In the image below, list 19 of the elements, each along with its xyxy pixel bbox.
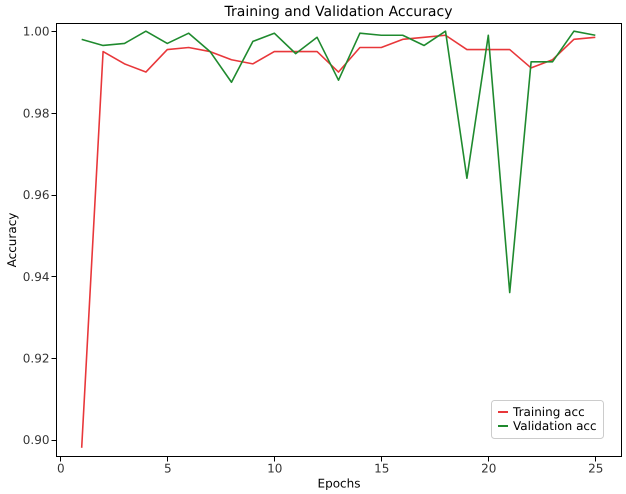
x-tick-label: 25 xyxy=(588,462,604,476)
x-tick-label: 0 xyxy=(56,462,65,476)
y-tick-label: 0.94 xyxy=(22,270,50,284)
chart-title: Training and Validation Accuracy xyxy=(224,4,452,20)
legend-label: Validation acc xyxy=(513,419,597,433)
x-axis-title: Epochs xyxy=(318,476,360,490)
x-tick-label: 5 xyxy=(164,462,172,476)
line-series xyxy=(80,30,596,294)
x-tick-label: 15 xyxy=(374,462,390,476)
legend-label: Training acc xyxy=(512,405,585,419)
y-tick-label: 0.98 xyxy=(22,106,50,120)
y-tick-label: 1.00 xyxy=(22,24,50,39)
x-tick-label: 20 xyxy=(481,462,496,476)
y-tick-label: 0.92 xyxy=(22,351,50,366)
x-tick-label: 10 xyxy=(267,462,282,476)
y-tick-label: 0.90 xyxy=(22,433,50,448)
y-axis-title: Accuracy xyxy=(4,212,19,268)
line-series xyxy=(80,34,596,449)
y-tick-label: 0.96 xyxy=(22,188,50,202)
